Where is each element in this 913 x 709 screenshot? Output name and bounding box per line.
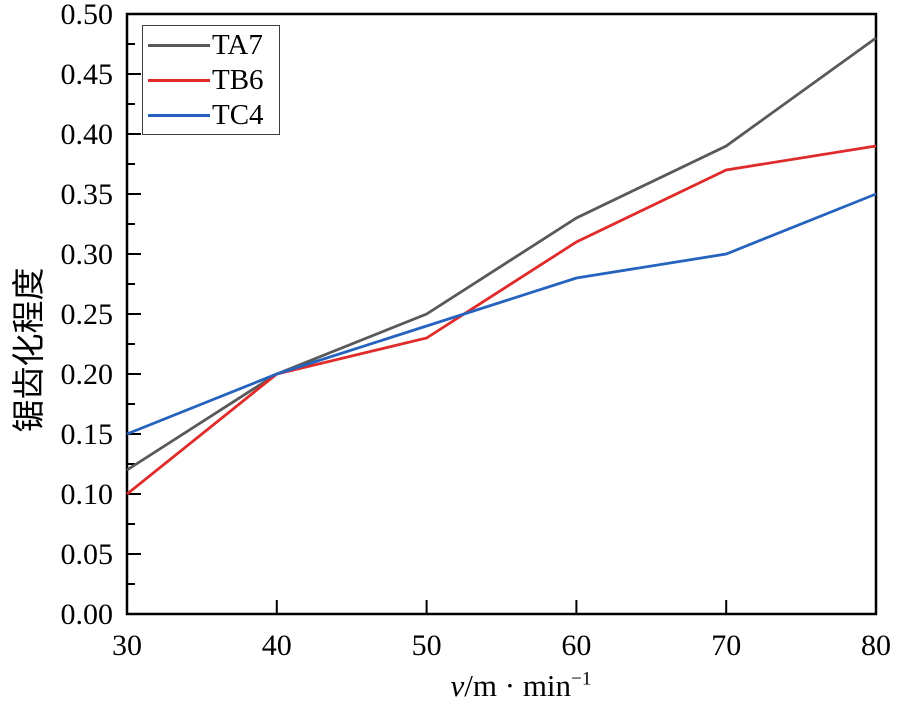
y-tick-label: 0.30	[61, 238, 114, 271]
x-axis-title-unit: /m · min	[464, 668, 572, 703]
legend-line-sample	[148, 43, 210, 47]
x-tick-label: 30	[112, 629, 142, 662]
legend-item-label: TC4	[212, 98, 264, 131]
y-tick-label: 0.45	[61, 58, 114, 91]
legend-item-label: TA7	[212, 28, 263, 61]
y-tick-label: 0.50	[61, 0, 114, 31]
y-axis-title: 锯齿化程度	[2, 268, 50, 433]
legend-item: TA7	[143, 28, 279, 62]
x-tick-label: 80	[861, 629, 891, 662]
x-axis-title-variable: v	[450, 668, 465, 703]
y-tick-label: 0.35	[61, 178, 114, 211]
legend-item-label: TB6	[212, 63, 264, 96]
plot-frame	[125, 12, 878, 616]
y-tick-label: 0.40	[61, 118, 114, 151]
y-tick-label: 0.25	[61, 298, 114, 331]
x-tick-label: 40	[262, 629, 292, 662]
y-tick-label: 0.15	[61, 418, 114, 451]
x-tick-label: 50	[412, 629, 442, 662]
x-tick-label: 60	[561, 629, 591, 662]
legend: TA7 TB6 TC4	[142, 25, 280, 135]
series-line-TC4	[126, 192, 877, 436]
legend-item: TC4	[143, 98, 279, 132]
x-axis-title-exponent: −1	[571, 668, 592, 690]
series-line-TB6	[126, 144, 877, 496]
x-tick-label: 70	[711, 629, 741, 662]
y-tick-label: 0.20	[61, 358, 114, 391]
legend-line-sample	[148, 113, 210, 117]
y-tick-label: 0.10	[61, 478, 114, 511]
y-tick-label: 0.00	[61, 598, 114, 631]
legend-line-sample	[148, 78, 210, 82]
legend-item: TB6	[143, 63, 279, 97]
series-line-TA7	[126, 36, 877, 472]
y-axis-title-text: 锯齿化程度	[12, 267, 48, 433]
y-tick-label: 0.05	[61, 538, 114, 571]
x-axis-title: v/m · min−1	[146, 668, 896, 704]
